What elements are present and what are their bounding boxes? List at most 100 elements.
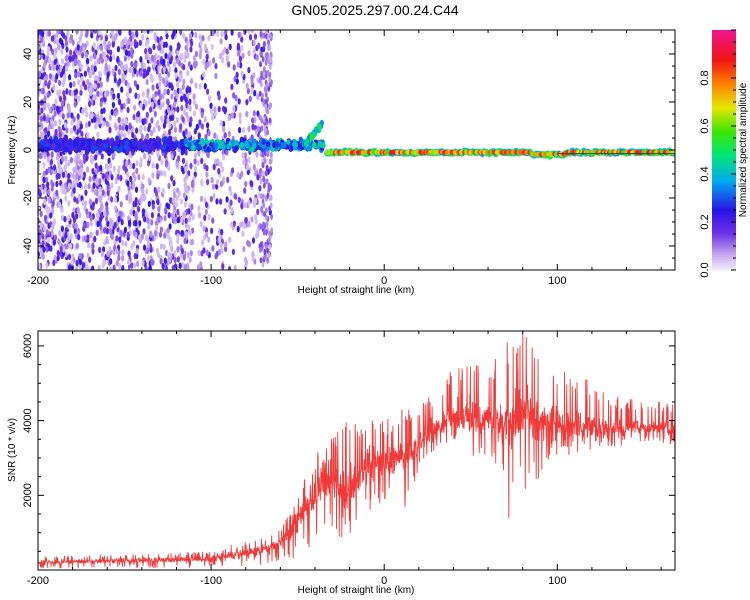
spectrogram-cell: [200, 111, 204, 119]
spectrogram-cell: [45, 229, 49, 236]
spectrogram-cell: [124, 240, 128, 248]
spectrogram-cell: [173, 250, 177, 257]
spectrogram-cell: [129, 40, 133, 47]
spectrogram-cell: [227, 114, 231, 122]
spectrogram-cell: [45, 74, 49, 81]
spectrogram-cell: [38, 53, 41, 60]
spectrogram-cell: [57, 43, 61, 51]
spectrogram-cell: [65, 88, 69, 95]
spectrogram-cell: [174, 67, 178, 74]
colorbar-cell: [712, 82, 736, 85]
spectrogram-cell: [68, 55, 72, 62]
spectrogram-cell: [251, 123, 255, 130]
spectrogram-cell: [259, 257, 263, 264]
spectrogram-cell: [234, 145, 239, 152]
spectrogram-cell: [139, 70, 143, 77]
spectrogram-cell: [224, 97, 228, 104]
spectrogram-cell: [106, 90, 110, 97]
spectrogram-cell: [240, 70, 244, 78]
colorbar-cell: [712, 184, 736, 187]
spectrogram-cell: [204, 208, 208, 216]
spectrogram-cell: [180, 247, 184, 255]
spectrogram-cell: [262, 193, 265, 200]
spectrogram-cell: [224, 30, 228, 36]
spectrogram-cell: [147, 239, 151, 246]
spectrogram-cell: [223, 107, 227, 115]
spectrogram-cell: [133, 175, 137, 182]
spectrogram-cell: [163, 232, 167, 239]
spectrogram-cell: [150, 212, 154, 219]
spectrogram-cell: [282, 142, 287, 149]
spectrogram-cell: [52, 218, 56, 225]
spectrogram-cell: [274, 141, 280, 148]
spectrogram-cell: [87, 183, 91, 190]
spectrogram-cell: [141, 208, 146, 215]
spectrogram-cell: [225, 196, 229, 203]
spectrogram-cell: [171, 109, 175, 116]
spectrogram-cell: [106, 189, 110, 196]
spectrogram-cell: [73, 101, 77, 108]
spectrogram-cells: [38, 30, 675, 270]
spectrogram-cell: [99, 100, 103, 108]
spectrogram-cell: [55, 173, 59, 180]
spectrogram-cell: [317, 123, 322, 130]
spectrogram-cell: [130, 47, 134, 54]
spectrogram-cell: [177, 190, 181, 197]
spectrogram-cell: [266, 39, 271, 46]
spectrogram-cell: [45, 116, 49, 124]
spectrogram-cell: [265, 82, 269, 89]
spectrogram-cell: [219, 52, 223, 60]
spectrogram-cell: [135, 116, 139, 124]
colorbar-cell: [712, 252, 736, 255]
spectrogram-cell: [255, 232, 259, 239]
spectrogram-cell: [80, 131, 84, 138]
spectrogram-cell: [170, 212, 174, 219]
spectrogram-cell: [264, 103, 267, 110]
spectrogram-cell: [162, 77, 166, 84]
spectrogram-cell: [173, 126, 177, 133]
spectrogram-cell: [181, 157, 186, 165]
spectrogram-cell: [181, 83, 185, 91]
spectrogram-cell: [142, 143, 147, 150]
spectrogram-cell: [199, 261, 203, 268]
spectrogram-cell: [79, 123, 83, 130]
spectrogram-cell: [138, 220, 142, 227]
colorbar-cell: [712, 176, 736, 179]
spectrogram-cell: [131, 183, 135, 190]
spectrogram-cell: [270, 79, 273, 86]
colorbar-cell: [712, 40, 736, 43]
spectrogram-cell: [94, 197, 98, 205]
spectrogram-cell: [149, 106, 153, 113]
spectrogram-cell: [267, 182, 271, 189]
colorbar-cell: [712, 68, 736, 71]
spectrogram-cell: [200, 178, 204, 186]
spectrogram-cell: [101, 261, 105, 269]
spectrogram-cell: [136, 260, 140, 267]
snr-xtick-label: -100: [200, 575, 222, 587]
spectrogram-cell: [164, 30, 168, 34]
spectrogram-cell: [157, 125, 161, 132]
spectrogram-cell: [63, 216, 67, 223]
spectrogram-cell: [117, 79, 121, 86]
spectrogram-cell: [147, 125, 151, 133]
colorbar-cell: [712, 264, 736, 267]
spectrogram-cell: [268, 71, 272, 78]
spectrogram-cell: [261, 92, 264, 99]
spectrogram-cell: [224, 34, 228, 41]
spectrogram-cell: [60, 48, 64, 55]
spectrogram-cell: [244, 217, 248, 224]
spectrogram-cell: [122, 164, 126, 171]
spectrogram-cell: [221, 263, 225, 270]
spectrogram-cell: [120, 239, 125, 247]
spectrogram-cell: [169, 144, 174, 151]
spectrogram-cell: [261, 261, 265, 268]
spectrogram-cell: [138, 234, 142, 241]
spectrogram-cell: [112, 264, 116, 270]
spectrogram-cell: [67, 200, 71, 207]
spectrogram-cell: [241, 152, 245, 159]
spectrogram-cell: [224, 241, 228, 248]
spectrogram-cell: [236, 61, 240, 68]
spectrogram-cell: [199, 220, 203, 228]
spectrogram-cell: [119, 201, 123, 208]
spectrogram-cell: [70, 112, 74, 119]
